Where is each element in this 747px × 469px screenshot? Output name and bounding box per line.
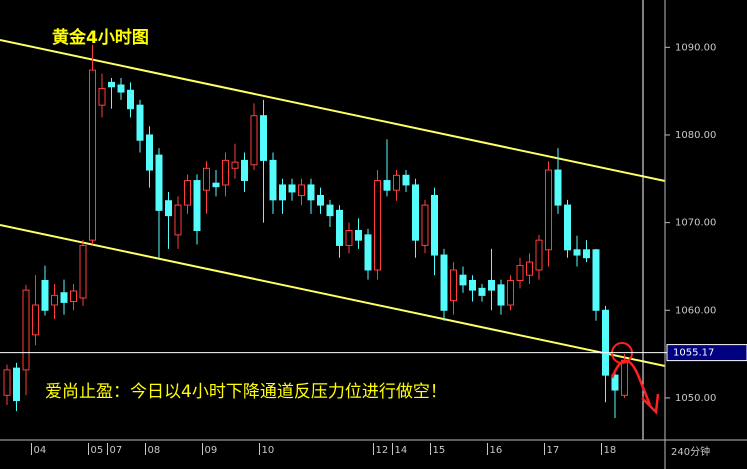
candle-body bbox=[592, 249, 600, 311]
annotation: 爱尚止盈：今日以4小时下降通道反压力位进行做空！ bbox=[45, 382, 447, 402]
candle-body bbox=[554, 169, 562, 206]
arrow-head bbox=[641, 393, 660, 415]
candle-body bbox=[32, 304, 39, 336]
candle-body bbox=[440, 254, 448, 311]
candle-body bbox=[60, 292, 68, 303]
candle-body bbox=[41, 279, 49, 311]
candle-body bbox=[497, 284, 505, 306]
candle-body bbox=[431, 194, 438, 256]
current-price-box bbox=[666, 344, 747, 362]
candle-body bbox=[326, 204, 334, 217]
y-tick-label: 1050.00 bbox=[675, 393, 716, 404]
candle-body bbox=[98, 88, 106, 106]
x-tick-label: 16 bbox=[490, 445, 503, 456]
candle-body bbox=[583, 249, 590, 259]
candle-body bbox=[22, 289, 30, 371]
x-tick-label: 15 bbox=[433, 445, 446, 456]
candle-body bbox=[79, 244, 87, 299]
candle-body bbox=[621, 359, 628, 396]
candle-body bbox=[250, 115, 258, 166]
candle-body bbox=[127, 89, 134, 110]
candle-body bbox=[573, 249, 581, 256]
candle-body bbox=[412, 184, 419, 241]
candle-body bbox=[51, 294, 58, 306]
candle-body bbox=[602, 309, 609, 376]
candle-body bbox=[155, 154, 163, 211]
candle-body bbox=[317, 194, 324, 206]
candle-body bbox=[241, 159, 248, 182]
candle-body bbox=[611, 374, 619, 391]
candle-body bbox=[222, 159, 229, 186]
candle-body bbox=[307, 184, 315, 201]
annotation-arrow bbox=[610, 359, 652, 406]
channel-upper bbox=[0, 39, 666, 182]
candle-body bbox=[212, 182, 220, 188]
candle-body bbox=[355, 230, 362, 241]
candle-body bbox=[146, 134, 153, 171]
candle-body bbox=[393, 174, 400, 191]
channel-lower bbox=[0, 224, 666, 367]
candle-body bbox=[374, 180, 381, 271]
candle-body bbox=[231, 161, 239, 169]
candle-body bbox=[535, 239, 543, 271]
x-tick-label: 10 bbox=[262, 445, 275, 456]
candle-body bbox=[469, 279, 476, 291]
y-tick-label: 1080.00 bbox=[675, 130, 716, 141]
candle-body bbox=[70, 290, 77, 303]
candle-body bbox=[450, 269, 457, 302]
candle-body bbox=[402, 174, 410, 186]
x-tick-label: 05 bbox=[91, 445, 104, 456]
candle-body bbox=[488, 279, 495, 291]
candle-body bbox=[507, 279, 514, 306]
y-tick-label: 1090.00 bbox=[675, 42, 716, 53]
candle-body bbox=[564, 204, 571, 251]
candle-body bbox=[459, 274, 467, 286]
candle-body bbox=[117, 84, 125, 93]
candle-body bbox=[108, 81, 115, 88]
candle-body bbox=[13, 367, 20, 402]
x-tick-label: 07 bbox=[110, 445, 123, 456]
candle-body bbox=[478, 287, 486, 296]
candle-body bbox=[545, 169, 552, 251]
candle-body bbox=[421, 204, 429, 246]
chart-title: 黄金4小时图 bbox=[52, 27, 149, 48]
candle-body bbox=[269, 159, 277, 201]
x-unit-label: 240分钟 bbox=[671, 445, 710, 458]
x-tick-label: 18 bbox=[604, 445, 617, 456]
current-price-label: 1055.17 bbox=[673, 348, 714, 359]
candle-body bbox=[203, 167, 210, 191]
candle-body bbox=[260, 115, 267, 161]
candle-body bbox=[89, 69, 96, 241]
candle-body bbox=[526, 261, 533, 276]
candle-body bbox=[3, 369, 11, 396]
x-tick-label: 08 bbox=[148, 445, 161, 456]
y-tick-label: 1070.00 bbox=[675, 218, 716, 229]
x-tick-label: 17 bbox=[547, 445, 560, 456]
marks bbox=[3, 44, 628, 419]
candle-body bbox=[298, 184, 305, 196]
candle-body bbox=[364, 234, 372, 271]
candle-body bbox=[516, 265, 524, 281]
candle-body bbox=[345, 230, 353, 246]
candle-body bbox=[279, 184, 286, 201]
candle-body bbox=[383, 180, 391, 191]
candle-body bbox=[165, 200, 172, 217]
x-tick-label: 09 bbox=[205, 445, 218, 456]
x-tick-label: 14 bbox=[395, 445, 408, 456]
candle-body bbox=[288, 184, 296, 193]
x-tick-label: 04 bbox=[34, 445, 47, 456]
y-tick-label: 1060.00 bbox=[675, 305, 716, 316]
candle-body bbox=[174, 204, 182, 236]
candle-body bbox=[193, 180, 201, 232]
candle-body bbox=[184, 180, 191, 206]
candle-body bbox=[136, 104, 144, 141]
x-tick-label: 12 bbox=[376, 445, 389, 456]
candle-body bbox=[336, 209, 343, 246]
